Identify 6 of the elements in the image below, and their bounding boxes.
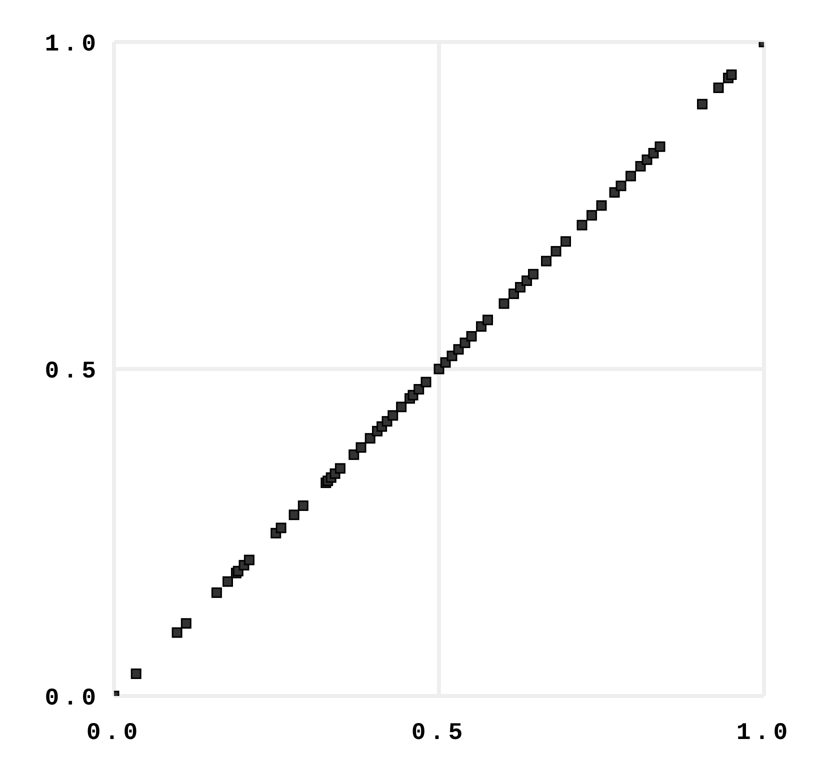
y-tick-label: 1.0: [44, 32, 100, 59]
y-tick-label: 0.5: [44, 358, 100, 386]
x-tick-label: 0.0: [86, 720, 142, 748]
x-tick-label: 1.0: [736, 720, 792, 748]
x-tick-label: 0.5: [411, 720, 467, 748]
y-tick-label: 0.0: [44, 686, 100, 713]
